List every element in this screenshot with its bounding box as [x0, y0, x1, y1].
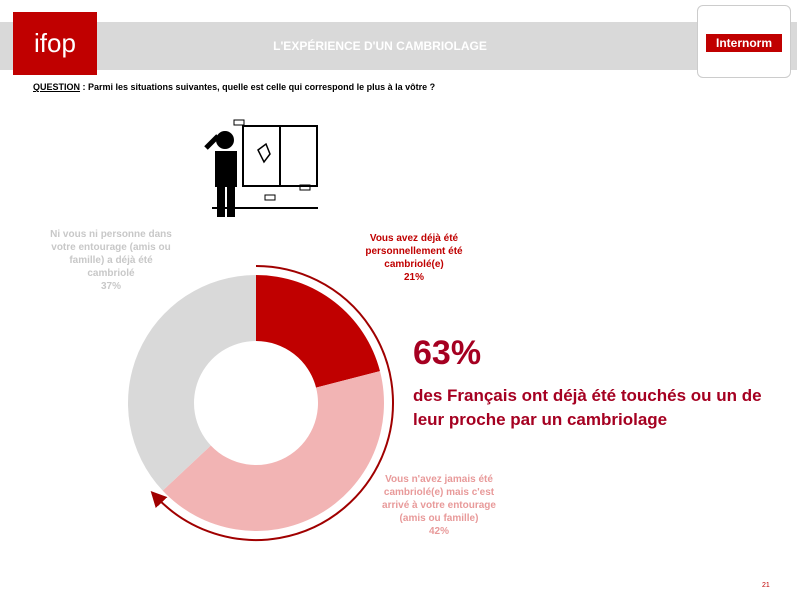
question-text: : Parmi les situations suivantes, quelle… [82, 82, 436, 92]
ifop-logo: ifop [13, 12, 97, 75]
value-label: 21% [403, 272, 424, 283]
slice-label: Ni vous ni personne dans votre entourage… [45, 228, 177, 293]
brand-logo: Internorm [706, 34, 782, 52]
highlight-text: des Français ont déjà été touchés ou un … [413, 386, 762, 429]
illustration [204, 119, 318, 217]
category-label: Vous n'avez jamais été cambriolé(e) mais… [382, 474, 496, 524]
donut-slice [256, 275, 380, 388]
header-title: L'EXPÉRIENCE D'UN CAMBRIOLAGE [273, 39, 487, 53]
question-line: QUESTION : Parmi les situations suivante… [33, 82, 435, 92]
donut-slice [128, 275, 256, 491]
question-label: QUESTION [33, 82, 81, 92]
value-label: 37% [100, 281, 121, 292]
brand-box: Internorm [697, 5, 791, 78]
slice-label: Vous avez déjà été personnellement été c… [362, 232, 466, 284]
value-label: 42% [428, 526, 449, 537]
donut-slice [162, 371, 384, 531]
highlight-arc [150, 265, 394, 541]
highlight-figure: 63% [413, 334, 482, 372]
category-label: Ni vous ni personne dans votre entourage… [50, 229, 172, 279]
slice-label: Vous n'avez jamais été cambriolé(e) mais… [380, 473, 498, 538]
header-band [0, 22, 797, 70]
page-number: 21 [762, 582, 770, 589]
category-label: Vous avez déjà été personnellement été c… [365, 233, 463, 270]
